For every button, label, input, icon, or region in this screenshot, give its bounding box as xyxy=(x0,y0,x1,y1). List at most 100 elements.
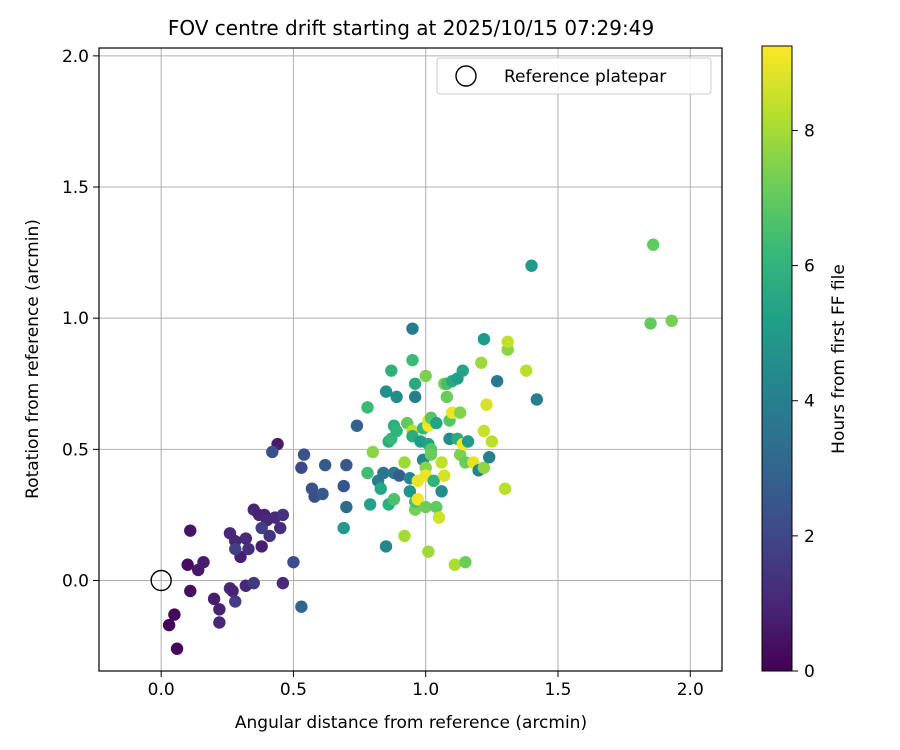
data-point xyxy=(266,445,279,459)
data-point xyxy=(229,542,242,556)
x-axis-ticks: 0.0 0.5 1.0 1.5 2.0 xyxy=(148,671,704,700)
data-point xyxy=(477,332,491,346)
grid-layer xyxy=(99,48,722,671)
colorbar-ticks: 0 2 4 6 8 xyxy=(792,121,815,682)
colorbar-gradient xyxy=(761,45,793,672)
colorbar: 0 2 4 6 8 Hours from first FF file xyxy=(761,45,849,682)
colorbar-tick-label: 2 xyxy=(804,527,815,547)
data-point xyxy=(483,451,496,464)
data-point xyxy=(337,521,350,535)
data-point xyxy=(393,469,406,482)
data-point xyxy=(295,600,308,613)
x-tick-label: 1.0 xyxy=(412,680,439,700)
data-point xyxy=(647,238,660,251)
data-point xyxy=(162,618,176,632)
data-point xyxy=(337,479,350,493)
data-point xyxy=(424,448,438,461)
data-point xyxy=(403,485,417,498)
data-point xyxy=(295,461,308,474)
data-point xyxy=(430,500,443,514)
data-point xyxy=(422,545,435,558)
data-point xyxy=(316,487,329,501)
data-point xyxy=(644,317,657,330)
y-axis-ticks: 0.0 0.5 1.0 1.5 2.0 xyxy=(62,47,99,592)
data-point xyxy=(247,576,260,590)
data-point xyxy=(459,555,472,569)
data-point xyxy=(485,435,499,448)
data-point xyxy=(501,335,514,348)
data-point xyxy=(361,401,374,414)
data-point xyxy=(419,500,432,514)
data-point xyxy=(255,521,268,535)
data-point xyxy=(435,485,448,498)
reference-marker xyxy=(150,569,172,592)
y-tick-label: 0.5 xyxy=(62,440,89,460)
data-point xyxy=(379,540,393,553)
data-point xyxy=(440,390,454,404)
data-point xyxy=(390,424,403,438)
data-point xyxy=(456,364,469,377)
colorbar-label: Hours from first FF file xyxy=(829,264,849,454)
y-tick-label: 2.0 xyxy=(62,47,89,67)
data-point xyxy=(530,393,544,406)
x-tick-label: 0.5 xyxy=(280,680,307,700)
colorbar-tick-label: 8 xyxy=(804,121,815,141)
data-point xyxy=(213,616,226,629)
data-point xyxy=(480,398,493,411)
data-point xyxy=(387,492,401,506)
data-point xyxy=(363,498,377,511)
data-point xyxy=(213,603,226,616)
data-point xyxy=(226,584,239,598)
legend: Reference platepar xyxy=(436,57,712,95)
data-point xyxy=(490,374,504,388)
data-point xyxy=(170,642,184,655)
legend-marker xyxy=(455,65,477,87)
data-point xyxy=(411,492,424,506)
y-tick-label: 1.0 xyxy=(62,309,89,329)
colorbar-tick-label: 0 xyxy=(804,662,815,682)
data-point xyxy=(263,529,276,543)
chart-title: FOV centre drift starting at 2025/10/15 … xyxy=(168,16,654,40)
data-point xyxy=(498,482,512,495)
data-point xyxy=(419,369,432,383)
data-point xyxy=(435,456,448,469)
data-point xyxy=(461,435,475,448)
data-point xyxy=(475,356,488,369)
data-point xyxy=(366,445,380,459)
x-tick-label: 1.5 xyxy=(544,680,571,700)
data-point xyxy=(438,469,451,482)
data-point xyxy=(525,259,538,272)
data-point xyxy=(398,456,411,469)
data-point xyxy=(665,314,678,328)
data-point xyxy=(377,466,390,480)
data-point xyxy=(374,482,387,495)
data-point xyxy=(385,364,398,377)
data-point xyxy=(448,558,462,571)
data-point xyxy=(432,511,446,524)
data-point xyxy=(318,458,332,472)
data-point xyxy=(242,542,255,556)
data-point xyxy=(276,508,290,522)
data-point xyxy=(287,555,300,569)
data-point xyxy=(255,540,268,553)
data-point xyxy=(406,322,419,335)
y-tick-label: 0.0 xyxy=(62,572,89,592)
x-tick-label: 2.0 xyxy=(677,680,704,700)
data-point xyxy=(168,608,181,621)
data-point xyxy=(276,576,290,590)
data-point xyxy=(390,390,403,404)
data-point xyxy=(184,584,197,598)
data-point xyxy=(239,532,253,545)
data-point xyxy=(408,377,422,390)
points-layer xyxy=(162,238,678,655)
data-point xyxy=(398,529,411,543)
x-tick-label: 0.0 xyxy=(148,680,175,700)
legend-box xyxy=(436,57,712,95)
data-point xyxy=(340,458,353,472)
data-point xyxy=(181,558,194,571)
data-point xyxy=(229,595,242,608)
data-point xyxy=(477,424,491,438)
x-axis-label: Angular distance from reference (arcmin) xyxy=(235,713,587,733)
